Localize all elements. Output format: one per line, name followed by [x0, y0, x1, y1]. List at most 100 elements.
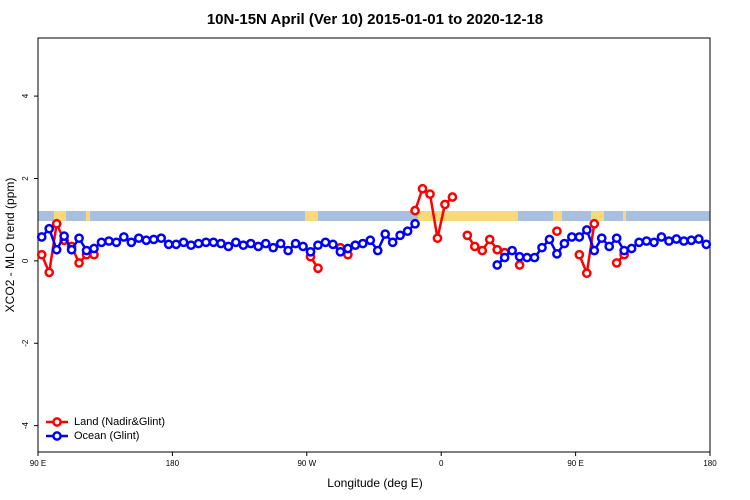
point — [559, 238, 570, 249]
point — [589, 218, 600, 229]
point — [350, 240, 361, 251]
point — [126, 237, 137, 248]
y-tick-label: 2 — [21, 176, 30, 181]
point — [36, 232, 47, 242]
x-tick-label: 90 E — [567, 459, 583, 468]
point — [238, 240, 249, 251]
point — [171, 239, 181, 250]
point — [36, 249, 47, 260]
point — [141, 235, 152, 246]
y-tick-label: 0 — [21, 258, 30, 263]
point — [290, 238, 301, 249]
x-tick-label: 180 — [703, 459, 717, 468]
point — [74, 233, 84, 244]
point — [201, 237, 211, 248]
point — [417, 183, 428, 194]
point — [305, 246, 316, 257]
point — [522, 252, 532, 263]
point — [410, 205, 420, 216]
point — [96, 237, 107, 248]
y-tick-label: -2 — [21, 339, 30, 347]
y-tick-label: -4 — [21, 422, 30, 430]
point — [74, 258, 84, 268]
point — [245, 238, 256, 249]
land-strip — [418, 211, 518, 221]
point — [604, 241, 615, 252]
point — [44, 267, 55, 278]
land-strip — [86, 211, 90, 221]
point — [357, 238, 368, 249]
point — [664, 236, 674, 246]
land-strip — [553, 211, 562, 221]
land-strip — [591, 211, 604, 221]
y-tick-label: 4 — [21, 93, 30, 98]
point — [626, 243, 637, 254]
point — [492, 244, 503, 255]
x-tick-label: 90 E — [30, 459, 46, 468]
point — [567, 232, 577, 242]
point — [462, 230, 473, 241]
point — [596, 233, 607, 244]
point — [634, 237, 644, 248]
legend-label: Ocean (Glint) — [74, 430, 139, 442]
point — [89, 243, 99, 254]
ocean-strip — [38, 211, 710, 221]
point — [469, 241, 480, 252]
point — [574, 249, 585, 260]
point — [104, 236, 114, 246]
point — [589, 245, 600, 256]
point — [372, 245, 383, 256]
point — [499, 252, 510, 263]
point — [380, 229, 391, 239]
point — [507, 245, 517, 256]
chart-title: 10N-15N April (Ver 10) 2015-01-01 to 202… — [207, 11, 543, 28]
point — [581, 225, 592, 235]
point — [44, 223, 55, 234]
x-tick-label: 180 — [166, 459, 180, 468]
point — [59, 231, 69, 241]
point — [552, 226, 562, 237]
point — [440, 199, 450, 210]
point — [163, 239, 174, 250]
point — [343, 243, 353, 254]
point — [148, 234, 159, 245]
point — [574, 232, 585, 242]
point — [328, 239, 338, 250]
point — [275, 238, 286, 249]
point — [111, 237, 122, 248]
point — [492, 260, 503, 270]
point — [260, 238, 271, 249]
point — [66, 244, 77, 255]
point — [313, 240, 323, 251]
point — [693, 234, 704, 244]
point — [581, 268, 592, 279]
point — [649, 237, 659, 248]
point — [119, 232, 129, 242]
point — [686, 235, 697, 246]
point — [156, 233, 167, 244]
x-tick-label: 0 — [439, 459, 444, 468]
point — [432, 233, 443, 244]
legend-marker — [52, 431, 62, 441]
legend-label: Land (Nadir&Glint) — [74, 416, 165, 428]
point — [253, 241, 264, 252]
point — [514, 251, 525, 262]
point — [410, 218, 420, 229]
point — [529, 252, 540, 263]
point — [544, 234, 555, 245]
land-strip — [623, 211, 626, 221]
point — [611, 233, 622, 244]
point — [283, 245, 293, 256]
point — [402, 226, 413, 237]
point — [425, 189, 435, 199]
point — [641, 236, 652, 246]
point — [611, 258, 622, 268]
point — [619, 245, 629, 256]
point — [514, 260, 525, 270]
legend-marker — [52, 417, 62, 427]
point — [51, 218, 62, 229]
land-strip — [305, 211, 318, 221]
point — [656, 232, 667, 242]
